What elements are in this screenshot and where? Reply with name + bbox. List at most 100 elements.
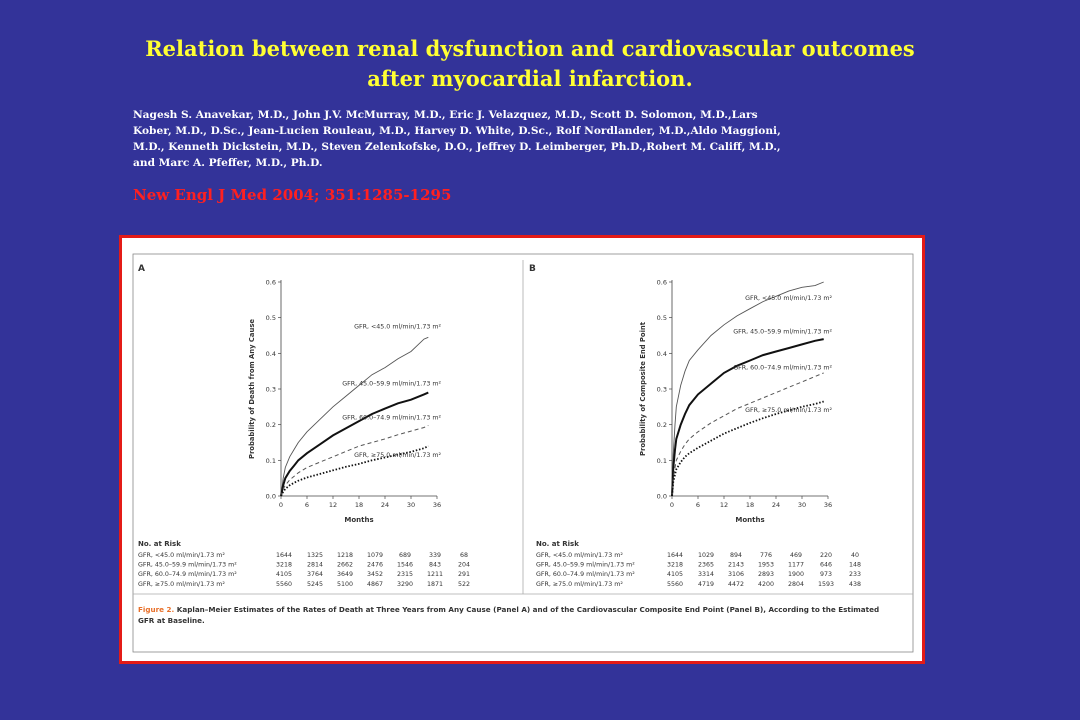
series-label: GFR, ≥75.0 ml/min/1.73 m²: [354, 452, 441, 459]
x-tick-label: 36: [433, 501, 441, 509]
risk-row-label: GFR, <45.0 ml/min/1.73 m²: [536, 552, 623, 559]
author-line: Nagesh S. Anavekar, M.D., John J.V. McMu…: [133, 109, 758, 121]
risk-value: 2662: [337, 562, 353, 569]
risk-row-label: GFR, <45.0 ml/min/1.73 m²: [138, 552, 225, 559]
series-label: GFR, <45.0 ml/min/1.73 m²: [745, 295, 832, 302]
risk-value: 1218: [337, 552, 353, 559]
risk-value: 4200: [758, 581, 774, 588]
risk-value: 1900: [788, 571, 804, 578]
y-tick-label: 0.3: [657, 386, 667, 394]
title-line-1: Relation between renal dysfunction and c…: [145, 36, 915, 61]
risk-value: 1953: [758, 562, 774, 569]
risk-value: 68: [460, 552, 468, 559]
author-list: Nagesh S. Anavekar, M.D., John J.V. McMu…: [133, 107, 933, 171]
y-tick-label: 0.2: [657, 421, 667, 429]
risk-row-label: GFR, ≥75.0 ml/min/1.73 m²: [138, 581, 225, 588]
series-line: [280, 424, 429, 497]
panel-a: A0.00.10.20.30.40.50.60 6 12 18 24 30 36Months…: [138, 264, 470, 588]
y-tick-label: 0.3: [266, 386, 276, 394]
risk-value: 1211: [427, 571, 443, 578]
caption-label: Figure 2.: [138, 605, 177, 614]
author-line: and Marc A. Pfeffer, M.D., Ph.D.: [133, 157, 323, 169]
risk-value: 3649: [337, 571, 353, 578]
risk-value: 4472: [728, 581, 744, 588]
x-tick-label: 12: [329, 501, 337, 509]
y-tick-label: 0.0: [657, 493, 667, 501]
risk-value: 894: [730, 552, 742, 559]
risk-row-label: GFR, 45.0–59.9 ml/min/1.73 m²: [138, 562, 237, 569]
series-line: [280, 336, 429, 497]
author-line: M.D., Kenneth Dickstein, M.D., Steven Ze…: [133, 141, 781, 153]
risk-value: 3290: [397, 581, 413, 588]
risk-value: 689: [399, 552, 411, 559]
x-tick-label: 6: [305, 501, 309, 509]
series-label: GFR, ≥75.0 ml/min/1.73 m²: [745, 407, 832, 414]
risk-value: 973: [820, 571, 832, 578]
risk-value: 2814: [307, 562, 323, 569]
risk-value: 5245: [307, 581, 323, 588]
risk-value: 3106: [728, 571, 744, 578]
risk-value: 233: [849, 571, 861, 578]
x-tick-label: 18: [355, 501, 363, 509]
x-axis-label: Months: [344, 516, 373, 524]
y-tick-label: 0.6: [657, 279, 667, 287]
risk-value: 1546: [397, 562, 413, 569]
risk-value: 148: [849, 562, 861, 569]
risk-value: 2315: [397, 571, 413, 578]
risk-value: 4105: [667, 571, 683, 578]
x-tick-label: 30: [407, 501, 415, 509]
figure-caption: Figure 2. Kaplan–Meier Estimates of the …: [138, 605, 879, 625]
risk-value: 776: [760, 552, 772, 559]
series-label: GFR, 60.0–74.9 ml/min/1.73 m²: [733, 364, 832, 371]
series-line: [671, 372, 824, 497]
x-tick-label: 24: [772, 501, 780, 509]
risk-value: 646: [820, 562, 832, 569]
risk-value: 3218: [276, 562, 292, 569]
series-label: GFR, 45.0–59.9 ml/min/1.73 m²: [733, 329, 832, 336]
risk-table-header: No. at Risk: [536, 540, 579, 548]
risk-value: 40: [851, 552, 859, 559]
y-tick-label: 0.1: [266, 457, 276, 465]
x-tick-label: 0: [279, 501, 283, 509]
x-tick-label: 12: [720, 501, 728, 509]
title-line-2: after myocardial infarction.: [367, 66, 693, 91]
series-line: [671, 281, 824, 497]
risk-value: 469: [790, 552, 802, 559]
risk-table-header: No. at Risk: [138, 540, 181, 548]
figure-frame: A 0.0 0.1 0.2 0.3 0.4 0.5 0.6 0 6 12 18 24 30 36 Months…: [119, 235, 925, 664]
caption-text: Kaplan–Meier Estimates of the Rates of D…: [177, 605, 879, 614]
risk-value: 1871: [427, 581, 443, 588]
risk-value: 1644: [276, 552, 292, 559]
x-tick-label: 36: [824, 501, 832, 509]
kaplan-meier-figure: A0.00.10.20.30.40.50.60 6 12 18 24 30 36Months…: [132, 253, 914, 653]
risk-value: 2476: [367, 562, 383, 569]
y-tick-label: 0.5: [266, 314, 276, 322]
risk-value: 3452: [367, 571, 383, 578]
series-label: GFR, <45.0 ml/min/1.73 m²: [354, 323, 441, 330]
series-line: [671, 338, 824, 497]
series-line: [280, 391, 429, 497]
x-tick-label: 18: [746, 501, 754, 509]
risk-value: 4105: [276, 571, 292, 578]
x-tick-label: 0: [670, 501, 674, 509]
panel-letter: A: [138, 264, 145, 274]
x-tick-label: 24: [381, 501, 389, 509]
risk-value: 2893: [758, 571, 774, 578]
slide-title: Relation between renal dysfunction and c…: [0, 34, 1060, 94]
risk-value: 1644: [667, 552, 683, 559]
risk-value: 2804: [788, 581, 804, 588]
risk-row-label: GFR, 60.0–74.9 ml/min/1.73 m²: [536, 571, 635, 578]
risk-row-label: GFR, ≥75.0 ml/min/1.73 m²: [536, 581, 623, 588]
y-tick-label: 0.4: [657, 350, 667, 358]
x-tick-label: 6: [696, 501, 700, 509]
journal-citation: New Engl J Med 2004; 351:1285-1295: [133, 186, 452, 204]
series-label: GFR, 45.0–59.9 ml/min/1.73 m²: [342, 380, 441, 387]
caption-text-cont: GFR at Baseline.: [138, 616, 205, 625]
risk-value: 5100: [337, 581, 353, 588]
risk-value: 2365: [698, 562, 714, 569]
y-tick-label: 0.0: [266, 493, 276, 501]
x-tick-label: 30: [798, 501, 806, 509]
panel-letter: B: [529, 264, 536, 274]
risk-value: 1325: [307, 552, 323, 559]
y-axis-label: Probability of Composite End Point: [639, 321, 647, 456]
